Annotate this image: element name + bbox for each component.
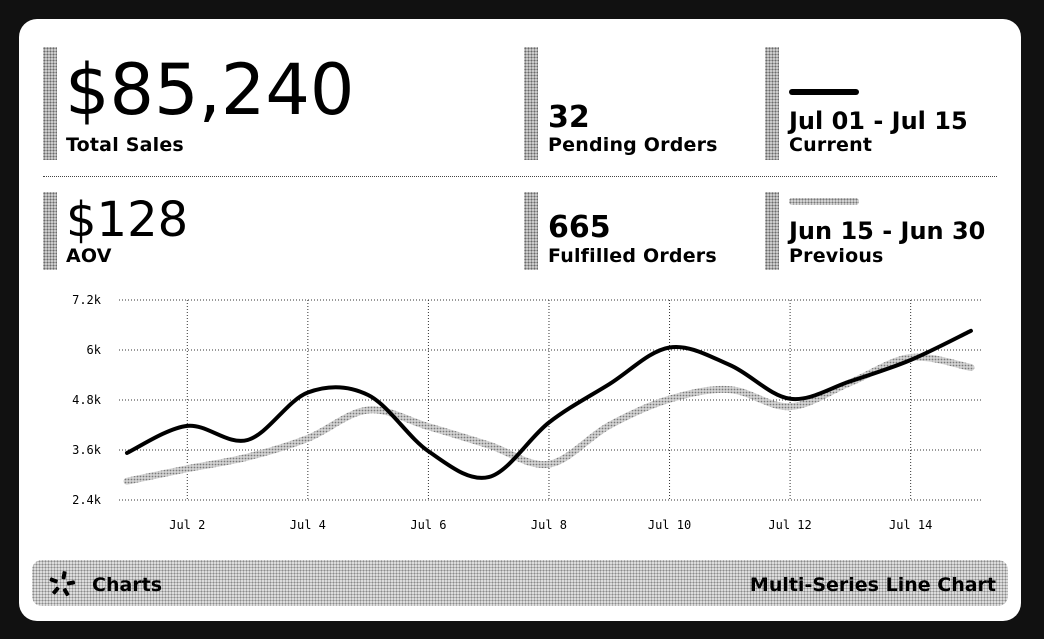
chart-ticks: 2.4k 3.6k 4.8k 6k 7.2k Jul 2 Jul 4 Jul 6 Jul 8 Ju… [72, 293, 932, 532]
x-tick-label: Jul 14 [889, 518, 932, 532]
y-tick-label: 4.8k [72, 393, 102, 407]
x-tick-label: Jul 2 [169, 518, 205, 532]
x-tick-label: Jul 4 [290, 518, 326, 532]
y-tick-label: 2.4k [72, 493, 102, 507]
current-series-line [125, 328, 973, 480]
footer-app-name[interactable]: Charts [92, 574, 163, 596]
fulfilled-orders-label: Fulfilled Orders [548, 245, 717, 267]
x-tick-label: Jul 10 [648, 518, 691, 532]
stat-divider [43, 47, 57, 160]
chart-series [123, 328, 975, 485]
aov-label: AOV [66, 245, 112, 267]
y-tick-label: 6k [87, 343, 102, 357]
dashboard-card: $85,240 Total Sales 32 Pending Orders Ju… [19, 19, 1021, 621]
previous-series-swatch [789, 198, 859, 205]
legend-divider [765, 47, 779, 160]
aov-value: $128 [66, 192, 189, 248]
sparkle-logo-icon [49, 571, 76, 597]
x-tick-label: Jul 12 [768, 518, 811, 532]
previous-label: Previous [789, 245, 884, 267]
pending-orders-value: 32 [548, 100, 590, 135]
footer-bar: Charts Multi-Series Line Chart [32, 560, 1008, 606]
fulfilled-orders-value: 665 [548, 210, 611, 245]
footer-chart-type: Multi-Series Line Chart [749, 574, 996, 596]
pending-orders-label: Pending Orders [548, 134, 718, 156]
total-sales-label: Total Sales [66, 134, 184, 156]
chart-grid [119, 299, 983, 501]
stats-separator [43, 176, 997, 177]
x-tick-label: Jul 6 [410, 518, 446, 532]
stat-divider [524, 47, 538, 160]
current-series-swatch [789, 89, 859, 95]
legend-divider [765, 192, 779, 270]
y-tick-label: 3.6k [72, 443, 102, 457]
previous-range: Jun 15 - Jun 30 [789, 217, 986, 245]
stat-divider [43, 192, 57, 270]
line-chart: 2.4k 3.6k 4.8k 6k 7.2k Jul 2 Jul 4 Jul 6 Jul 8 Ju… [72, 293, 983, 532]
y-tick-label: 7.2k [72, 293, 102, 307]
current-range: Jul 01 - Jul 15 [789, 107, 968, 135]
current-label: Current [789, 134, 873, 156]
x-tick-label: Jul 8 [531, 518, 567, 532]
previous-series-line [123, 353, 975, 485]
total-sales-value: $85,240 [65, 49, 355, 131]
stat-divider [524, 192, 538, 270]
